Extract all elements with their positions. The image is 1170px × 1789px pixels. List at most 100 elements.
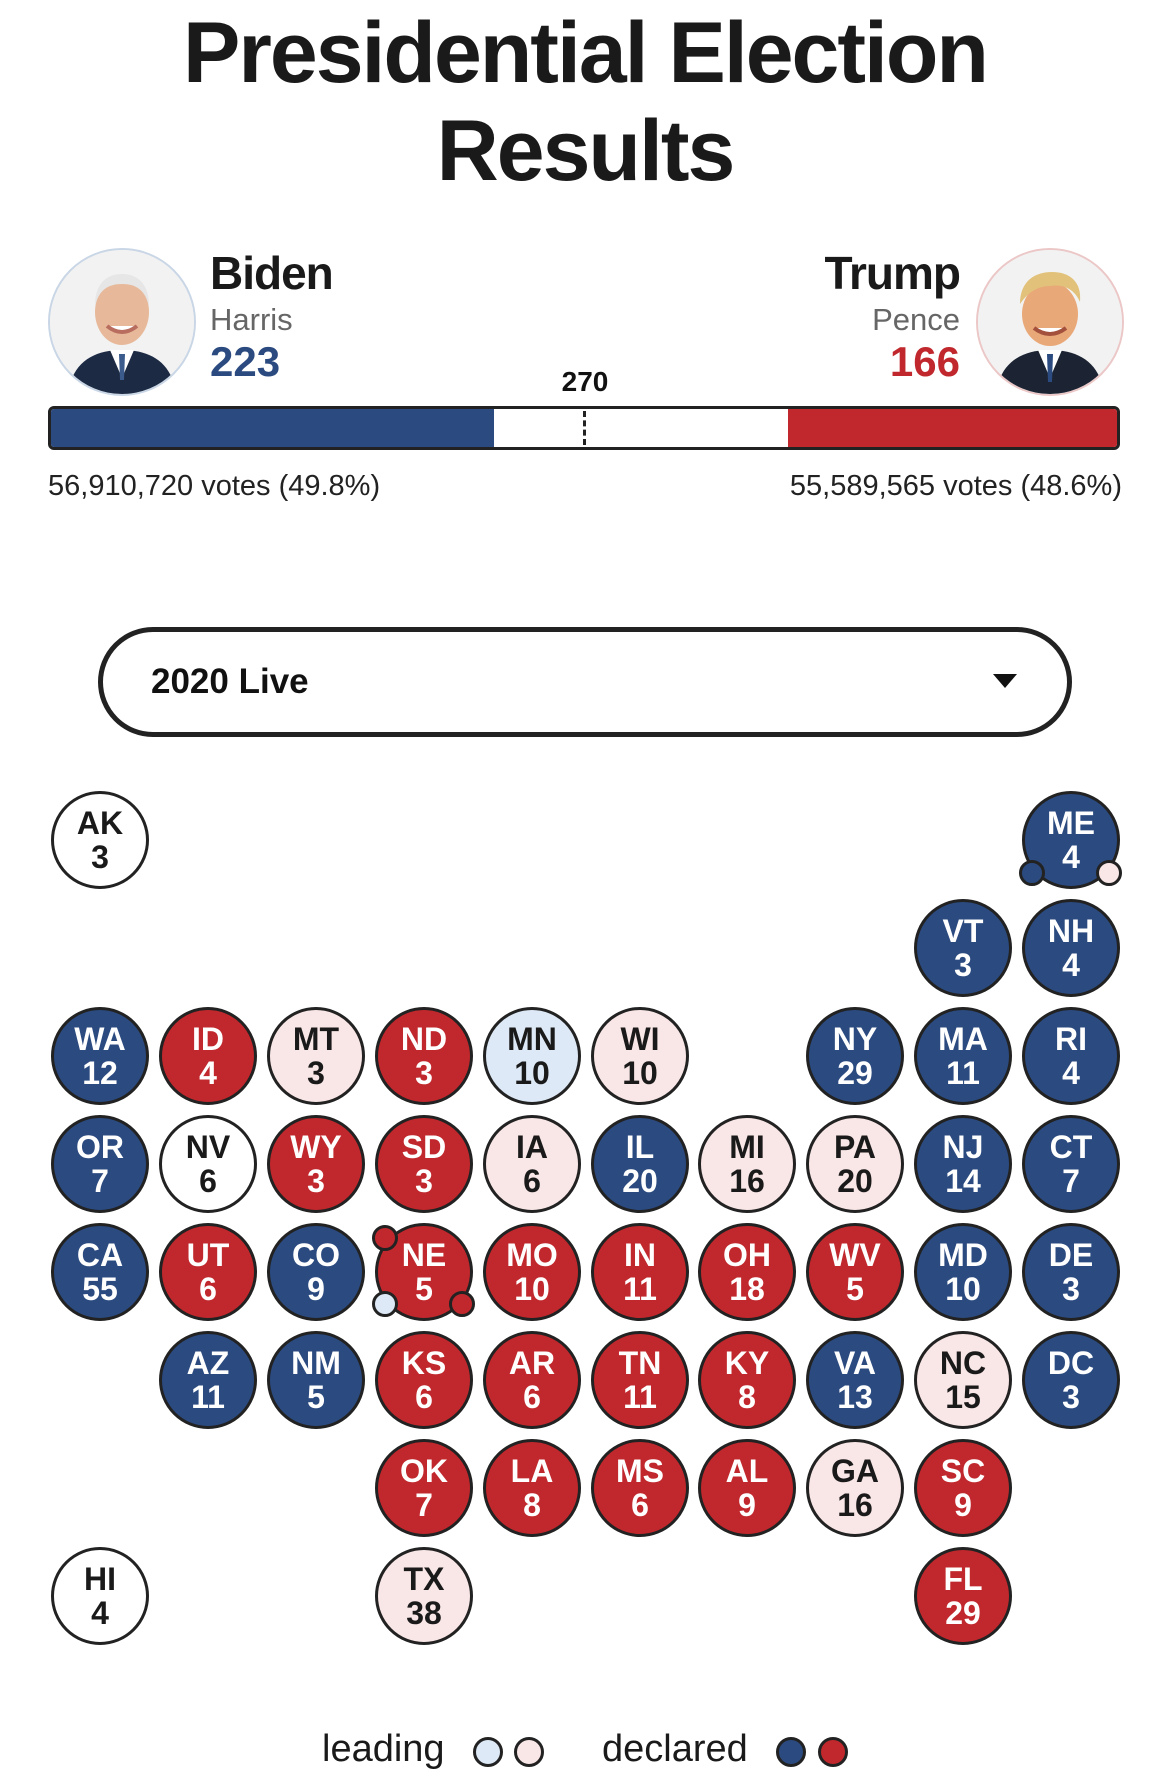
state-abbreviation: RI (1055, 1021, 1087, 1057)
state-tile-nc[interactable]: NC 15 (914, 1331, 1012, 1429)
state-abbreviation: MS (616, 1453, 664, 1489)
state-tile-in[interactable]: IN 11 (591, 1223, 689, 1321)
state-tile-co[interactable]: CO 9 (267, 1223, 365, 1321)
dem-candidate-name: Biden (210, 247, 334, 299)
state-tile-ar[interactable]: AR 6 (483, 1331, 581, 1429)
left-candidate-photo-graphic (50, 250, 194, 394)
legend-leading-label: leading (322, 1728, 445, 1770)
state-electoral-votes: 18 (729, 1271, 765, 1307)
state-tile-sc[interactable]: SC 9 (914, 1439, 1012, 1537)
state-tile-oh[interactable]: OH 18 (698, 1223, 796, 1321)
state-abbreviation: AK (76, 805, 124, 841)
state-tile-de[interactable]: DE 3 (1022, 1223, 1120, 1321)
state-tile-vt[interactable]: VT 3 (914, 899, 1012, 997)
state-tile-ma[interactable]: MA 11 (914, 1007, 1012, 1105)
state-tile-ks[interactable]: KS 6 (375, 1331, 473, 1429)
state-abbreviation: MT (292, 1021, 340, 1057)
year-selector-dropdown[interactable]: 2020 Live (98, 627, 1072, 737)
state-tile-fl[interactable]: FL 29 (914, 1547, 1012, 1645)
state-abbreviation: TN (618, 1345, 662, 1381)
state-abbreviation: OH (723, 1237, 771, 1273)
state-tile-nj[interactable]: NJ 14 (914, 1115, 1012, 1213)
state-tile-me[interactable]: ME 4 (1022, 791, 1120, 889)
state-tile-ky[interactable]: KY 8 (698, 1331, 796, 1429)
state-electoral-votes: 7 (415, 1487, 433, 1523)
state-tile-la[interactable]: LA 8 (483, 1439, 581, 1537)
state-tile-wy[interactable]: WY 3 (267, 1115, 365, 1213)
state-tile-ny[interactable]: NY 29 (806, 1007, 904, 1105)
state-tile-dc[interactable]: DC 3 (1022, 1331, 1120, 1429)
right-candidate-photo (976, 248, 1124, 396)
state-electoral-votes: 11 (623, 1271, 657, 1307)
state-tile-sd[interactable]: SD 3 (375, 1115, 473, 1213)
state-tile-nh[interactable]: NH 4 (1022, 899, 1120, 997)
state-tile-va[interactable]: VA 13 (806, 1331, 904, 1429)
state-tile-mt[interactable]: MT 3 (267, 1007, 365, 1105)
state-tile-ri[interactable]: RI 4 (1022, 1007, 1120, 1105)
state-tile-pa[interactable]: PA 20 (806, 1115, 904, 1213)
state-electoral-votes: 11 (191, 1379, 225, 1415)
state-tile-nm[interactable]: NM 5 (267, 1331, 365, 1429)
state-electoral-votes: 4 (199, 1055, 217, 1091)
right-candidate-photo-graphic (978, 250, 1122, 394)
state-abbreviation: MO (506, 1237, 558, 1273)
state-tile-ga[interactable]: GA 16 (806, 1439, 904, 1537)
state-tile-hi[interactable]: HI 4 (51, 1547, 149, 1645)
state-tile-mn[interactable]: MN 10 (483, 1007, 581, 1105)
legend-declared-label: declared (602, 1728, 748, 1770)
state-tile-az[interactable]: AZ 11 (159, 1331, 257, 1429)
state-tile-tn[interactable]: TN 11 (591, 1331, 689, 1429)
state-electoral-votes: 5 (307, 1379, 325, 1415)
state-electoral-votes: 20 (622, 1163, 658, 1199)
state-abbreviation: VA (833, 1345, 877, 1381)
state-abbreviation: IN (624, 1237, 656, 1273)
state-abbreviation: MI (729, 1129, 765, 1165)
state-abbreviation: LA (510, 1453, 554, 1489)
state-tile-wv[interactable]: WV 5 (806, 1223, 904, 1321)
state-tile-ia[interactable]: IA 6 (483, 1115, 581, 1213)
state-abbreviation: UT (186, 1237, 230, 1273)
state-tile-ct[interactable]: CT 7 (1022, 1115, 1120, 1213)
dem-progress-fill (51, 409, 495, 447)
state-electoral-votes: 9 (954, 1487, 972, 1523)
state-electoral-votes: 16 (837, 1487, 873, 1523)
state-electoral-votes: 6 (523, 1379, 541, 1415)
state-tile-wi[interactable]: WI 10 (591, 1007, 689, 1105)
state-tile-ok[interactable]: OK 7 (375, 1439, 473, 1537)
state-tile-wa[interactable]: WA 12 (51, 1007, 149, 1105)
state-abbreviation: NJ (942, 1129, 984, 1165)
state-tile-id[interactable]: ID 4 (159, 1007, 257, 1105)
state-tile-nv[interactable]: NV 6 (159, 1115, 257, 1213)
state-electoral-votes: 7 (91, 1163, 109, 1199)
state-tile-al[interactable]: AL 9 (698, 1439, 796, 1537)
state-tile-nd[interactable]: ND 3 (375, 1007, 473, 1105)
state-tile-il[interactable]: IL 20 (591, 1115, 689, 1213)
state-abbreviation: WY (290, 1129, 342, 1165)
state-abbreviation: CA (76, 1237, 124, 1273)
state-electoral-votes: 9 (738, 1487, 756, 1523)
state-electoral-votes: 13 (837, 1379, 873, 1415)
threshold-label: 270 (561, 366, 609, 397)
state-tile-tx[interactable]: TX 38 (375, 1547, 473, 1645)
state-tile-ak[interactable]: AK 3 (51, 791, 149, 889)
state-electoral-votes: 15 (945, 1379, 981, 1415)
rep-candidate-name: Trump (824, 247, 961, 299)
state-abbreviation: WA (74, 1021, 126, 1057)
state-tile-or[interactable]: OR 7 (51, 1115, 149, 1213)
state-electoral-votes: 6 (631, 1487, 649, 1523)
state-tile-ne[interactable]: NE 5 (375, 1223, 473, 1321)
state-tile-ut[interactable]: UT 6 (159, 1223, 257, 1321)
state-tile-md[interactable]: MD 10 (914, 1223, 1012, 1321)
state-electoral-votes: 55 (82, 1271, 118, 1307)
state-tile-ms[interactable]: MS 6 (591, 1439, 689, 1537)
state-electoral-votes: 12 (82, 1055, 118, 1091)
state-tile-ca[interactable]: CA 55 (51, 1223, 149, 1321)
state-abbreviation: DC (1047, 1345, 1095, 1381)
state-tile-mi[interactable]: MI 16 (698, 1115, 796, 1213)
state-abbreviation: WI (620, 1021, 660, 1057)
state-electoral-votes: 3 (307, 1163, 325, 1199)
state-abbreviation: NV (185, 1129, 231, 1165)
state-electoral-votes: 5 (846, 1271, 864, 1307)
state-tile-mo[interactable]: MO 10 (483, 1223, 581, 1321)
state-abbreviation: NY (832, 1021, 878, 1057)
